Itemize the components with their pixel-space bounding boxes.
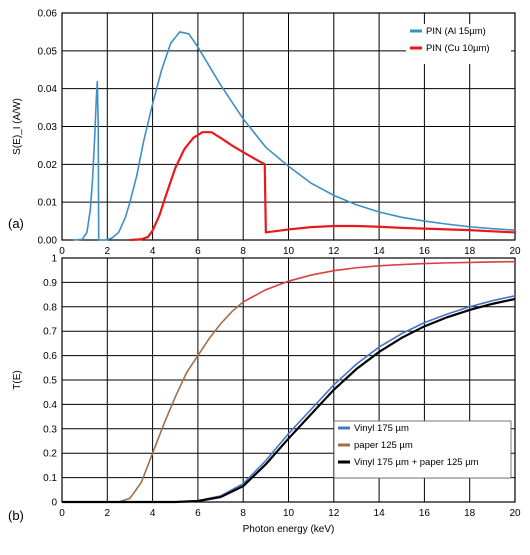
x-axis-label: Photon energy (keV): [243, 524, 335, 535]
x-tick-label: 8: [240, 246, 246, 257]
y-tick-label: 0.04: [38, 84, 58, 95]
y-tick-label: 0.06: [38, 9, 58, 20]
y-tick-label: 0.7: [43, 327, 57, 338]
x-tick-label: 0: [59, 508, 65, 519]
x-tick-label: 12: [328, 508, 340, 519]
y-tick-label: 0.4: [43, 400, 57, 411]
series-line-0: [73, 31, 516, 241]
y-tick-label: 0.1: [43, 473, 57, 484]
x-tick-label: 2: [105, 508, 111, 519]
x-tick-label: 16: [419, 508, 431, 519]
x-tick-label: 6: [195, 508, 201, 519]
plot-frame: [61, 257, 516, 503]
y-tick-label: 0.5: [43, 376, 57, 387]
series-line-1-high: [242, 260, 516, 303]
x-tick-label: 18: [464, 246, 476, 257]
y-axis-label: S(E)_I (A/W): [12, 98, 23, 155]
legend: PIN (Al 15µm) PIN (Cu 10µm): [406, 24, 511, 64]
x-tick-label: 14: [374, 246, 386, 257]
legend-label-1: paper 125 µm: [354, 440, 413, 451]
plot-frame: [61, 12, 516, 241]
x-tick-label: 4: [150, 508, 156, 519]
x-tick-label: 14: [374, 508, 386, 519]
y-tick-label: 0.01: [38, 198, 58, 209]
y-tick-label: 0.03: [38, 122, 58, 133]
legend-label-0: PIN (Al 15µm): [426, 26, 486, 37]
x-tick-label: 10: [283, 246, 295, 257]
legend-box: [406, 24, 511, 64]
x-tick-label: 0: [59, 246, 65, 257]
x-tick-label: 20: [509, 246, 521, 257]
y-tick-label: 0: [51, 498, 57, 509]
panel-label: (a): [8, 216, 24, 231]
y-axis-label: T(E): [12, 370, 23, 389]
x-tick-label: 8: [240, 508, 246, 519]
y-tick-label: 0.02: [38, 160, 58, 171]
y-tick-label: 0.6: [43, 351, 57, 362]
legend-box: [333, 420, 512, 479]
y-tick-label: 0.2: [43, 449, 57, 460]
panel-a-chart: 0 2 4 6 8 10 12 14 16 18 20 0.00 0.01 0.02 0.03 0.04 0.0…: [8, 9, 521, 258]
legend-label-0: Vinyl 175 µm: [354, 423, 409, 434]
panel-label: (b): [8, 508, 24, 523]
x-tick-label: 16: [419, 246, 431, 257]
x-tick-label: 10: [283, 508, 295, 519]
y-tick-label: 0.05: [38, 46, 58, 57]
panel-b-chart: 0 2 4 6 8 10 12 14 16 18 20 0 0.1 0.2 0.3 0.4 0.5 0.6 0.7 0…: [8, 254, 521, 536]
x-tick-label: 4: [150, 246, 156, 257]
legend-label-2: Vinyl 175 µm + paper 125 µm: [354, 457, 479, 468]
legend-label-1: PIN (Cu 10µm): [426, 43, 490, 54]
y-tick-label: 0.3: [43, 424, 57, 435]
x-tick-label: 20: [509, 508, 521, 519]
x-tick-label: 2: [105, 246, 111, 257]
x-tick-label: 6: [195, 246, 201, 257]
x-tick-label: 18: [464, 508, 476, 519]
y-tick-label: 0.8: [43, 302, 57, 313]
series-line-2: [62, 297, 516, 504]
y-tick-label: 1: [51, 254, 57, 265]
y-tick-label: 0.9: [43, 278, 57, 289]
series-line-1: [62, 301, 244, 503]
y-tick-label: 0.00: [38, 236, 58, 247]
legend: Vinyl 175 µm paper 125 µm Vinyl 175 µm + p…: [333, 420, 512, 479]
x-tick-label: 12: [328, 246, 340, 257]
series-line-1: [129, 131, 516, 242]
